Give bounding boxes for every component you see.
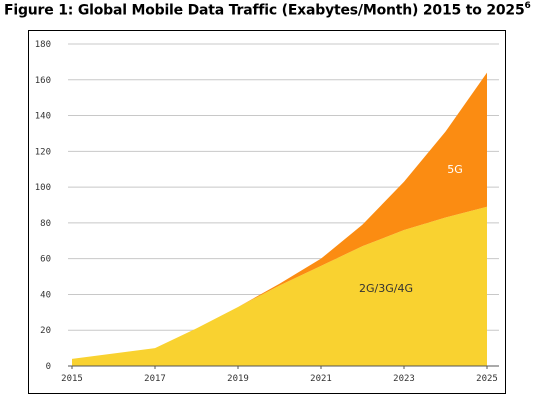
figure-footnote-marker: 6 xyxy=(524,1,531,11)
y-tick-label-20: 20 xyxy=(40,326,51,336)
x-tick-label-2025: 2025 xyxy=(476,374,498,384)
y-tick-label-0: 0 xyxy=(46,362,51,372)
x-tick-label-2019: 2019 xyxy=(227,374,249,384)
area-5g xyxy=(72,72,487,359)
x-tick-label-2023: 2023 xyxy=(393,374,415,384)
y-tick-label-40: 40 xyxy=(40,290,51,300)
series-labels: 2G/3G/4G 5G xyxy=(359,163,463,295)
y-tick-label-100: 100 xyxy=(35,183,51,193)
y-tick-label-160: 160 xyxy=(35,76,51,86)
area-2g-3g-4g xyxy=(72,206,487,366)
x-tick-label-2015: 2015 xyxy=(61,374,83,384)
figure-title: Figure 1: Global Mobile Data Traffic (Ex… xyxy=(4,1,536,19)
y-tick-label-120: 120 xyxy=(35,147,51,157)
y-tick-label-140: 140 xyxy=(35,112,51,122)
axes xyxy=(68,365,499,369)
y-tick-label-180: 180 xyxy=(35,40,51,50)
chart-frame xyxy=(28,30,506,394)
y-tick-labels: 0 20 40 60 80 100 120 140 160 180 xyxy=(35,40,51,372)
x-tick-labels: 2015 2017 2019 2021 2023 2025 xyxy=(61,374,498,384)
series-areas xyxy=(72,72,487,366)
x-tick-label-2021: 2021 xyxy=(310,374,332,384)
x-tick-label-2017: 2017 xyxy=(144,374,166,384)
figure-title-text: Figure 1: Global Mobile Data Traffic (Ex… xyxy=(4,2,525,19)
y-tick-label-80: 80 xyxy=(40,219,51,229)
series-label-2g-3g-4g: 2G/3G/4G xyxy=(359,282,413,295)
series-label-5g: 5G xyxy=(447,163,463,176)
y-tick-label-60: 60 xyxy=(40,255,51,265)
